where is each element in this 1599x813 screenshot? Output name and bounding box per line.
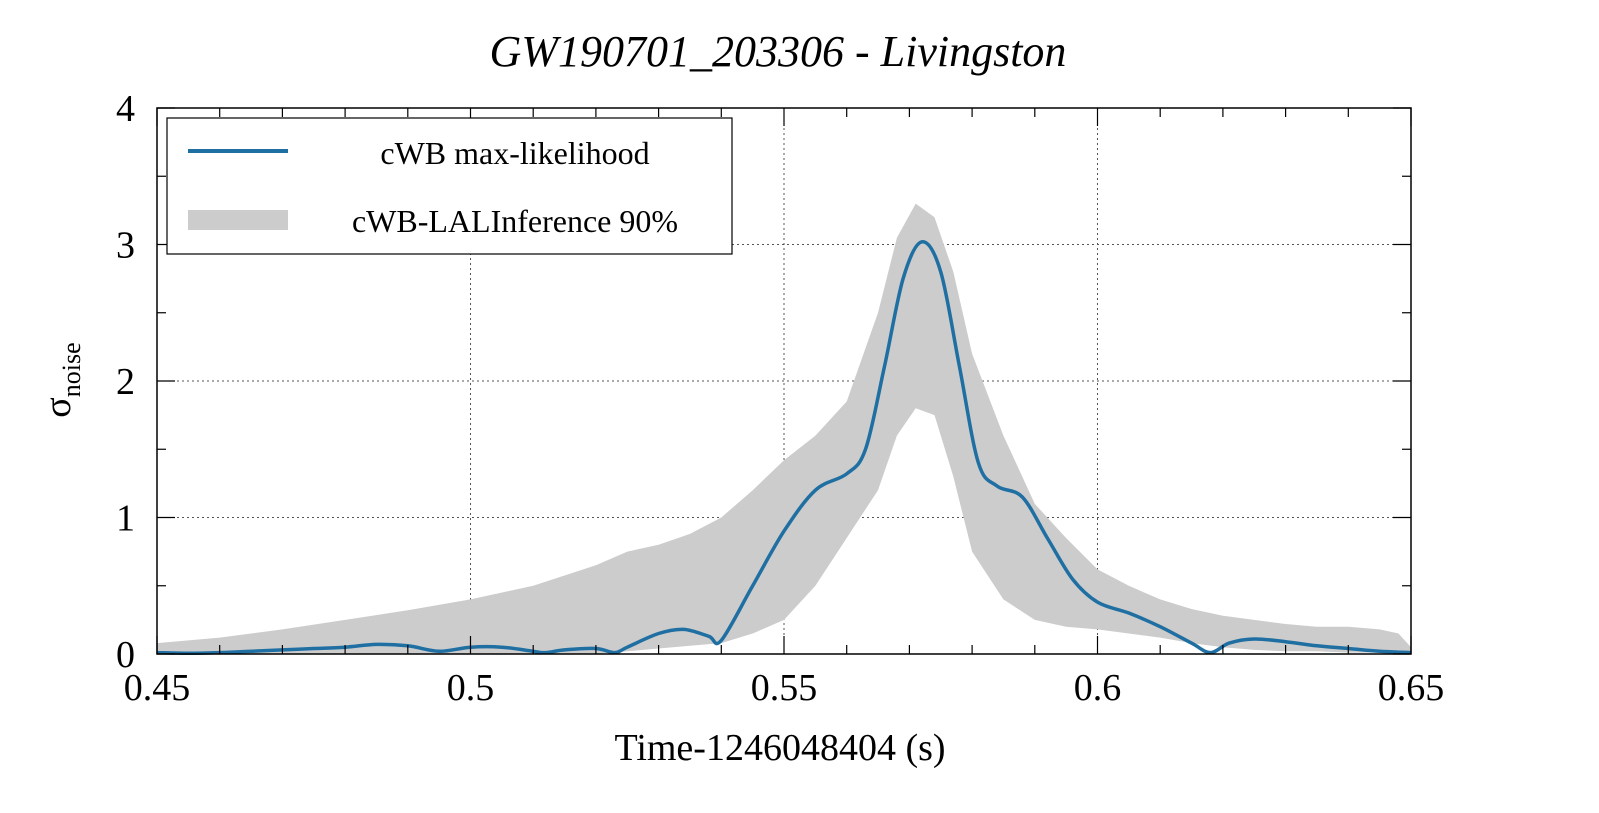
- axis-ticks: 0.45 0.5 0.55 0.6 0.65 0 1 2 3 4: [116, 88, 1444, 709]
- y-tick-label: 0: [116, 634, 135, 676]
- y-tick-label: 1: [116, 498, 135, 540]
- likelihood-line-layer: [156, 240, 1412, 656]
- legend: cWB max-likelihood cWB-LALInference 90%: [166, 117, 733, 255]
- legend-label-band: cWB-LALInference 90%: [352, 203, 678, 239]
- svg-text:σnoise: σnoise: [37, 342, 86, 417]
- legend-label-line: cWB max-likelihood: [380, 135, 649, 171]
- y-tick-label: 4: [116, 88, 135, 130]
- confidence-band: [157, 203, 1411, 654]
- chart-title: GW190701_203306 - Livingston: [490, 27, 1067, 76]
- x-tick-label: 0.65: [1378, 667, 1445, 709]
- y-axis-label-subscript: noise: [57, 342, 86, 397]
- x-tick-label: 0.55: [751, 667, 818, 709]
- legend-band-swatch: [188, 210, 288, 230]
- x-tick-label: 0.45: [124, 667, 191, 709]
- likelihood-line: [156, 240, 1412, 656]
- x-axis-label: Time-1246048404 (s): [614, 727, 945, 769]
- x-tick-label: 0.6: [1074, 667, 1122, 709]
- y-tick-label: 3: [116, 225, 135, 267]
- confidence-band-layer: [157, 203, 1411, 654]
- y-axis-label-main: σ: [37, 397, 79, 417]
- x-tick-label: 0.5: [447, 667, 495, 709]
- legend-box: [166, 117, 733, 255]
- y-tick-label: 2: [116, 361, 135, 403]
- y-axis-label: σnoise: [37, 342, 86, 417]
